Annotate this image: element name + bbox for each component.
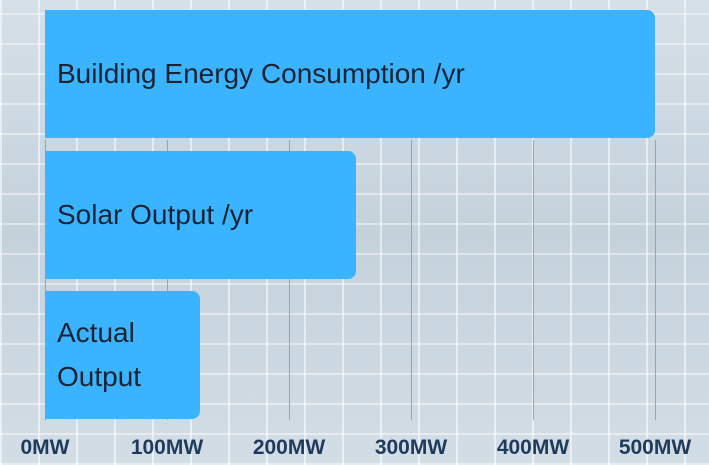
grid-line xyxy=(289,140,290,420)
category-label: Building Energy Consumption /yr xyxy=(57,58,465,89)
x-tick-label: 200MW xyxy=(252,436,326,459)
x-tick-label: 0MW xyxy=(20,436,70,459)
grid-line xyxy=(45,140,46,420)
x-tick-label: 500MW xyxy=(618,436,692,459)
x-tick-label: 100MW xyxy=(130,436,204,459)
grid-line xyxy=(655,140,656,420)
grid-line xyxy=(167,140,168,420)
grid-line xyxy=(411,140,412,420)
bar: Building Energy Consumption /yr xyxy=(45,10,655,138)
category-label: Solar Output /yr xyxy=(57,199,254,230)
x-tick-label: 300MW xyxy=(374,436,448,459)
grid-line xyxy=(533,140,534,420)
bar: Solar Output /yr xyxy=(45,151,357,279)
bar: Actual Output xyxy=(45,291,200,419)
x-tick-label: 400MW xyxy=(496,436,570,459)
category-label: Actual Output xyxy=(57,317,142,392)
